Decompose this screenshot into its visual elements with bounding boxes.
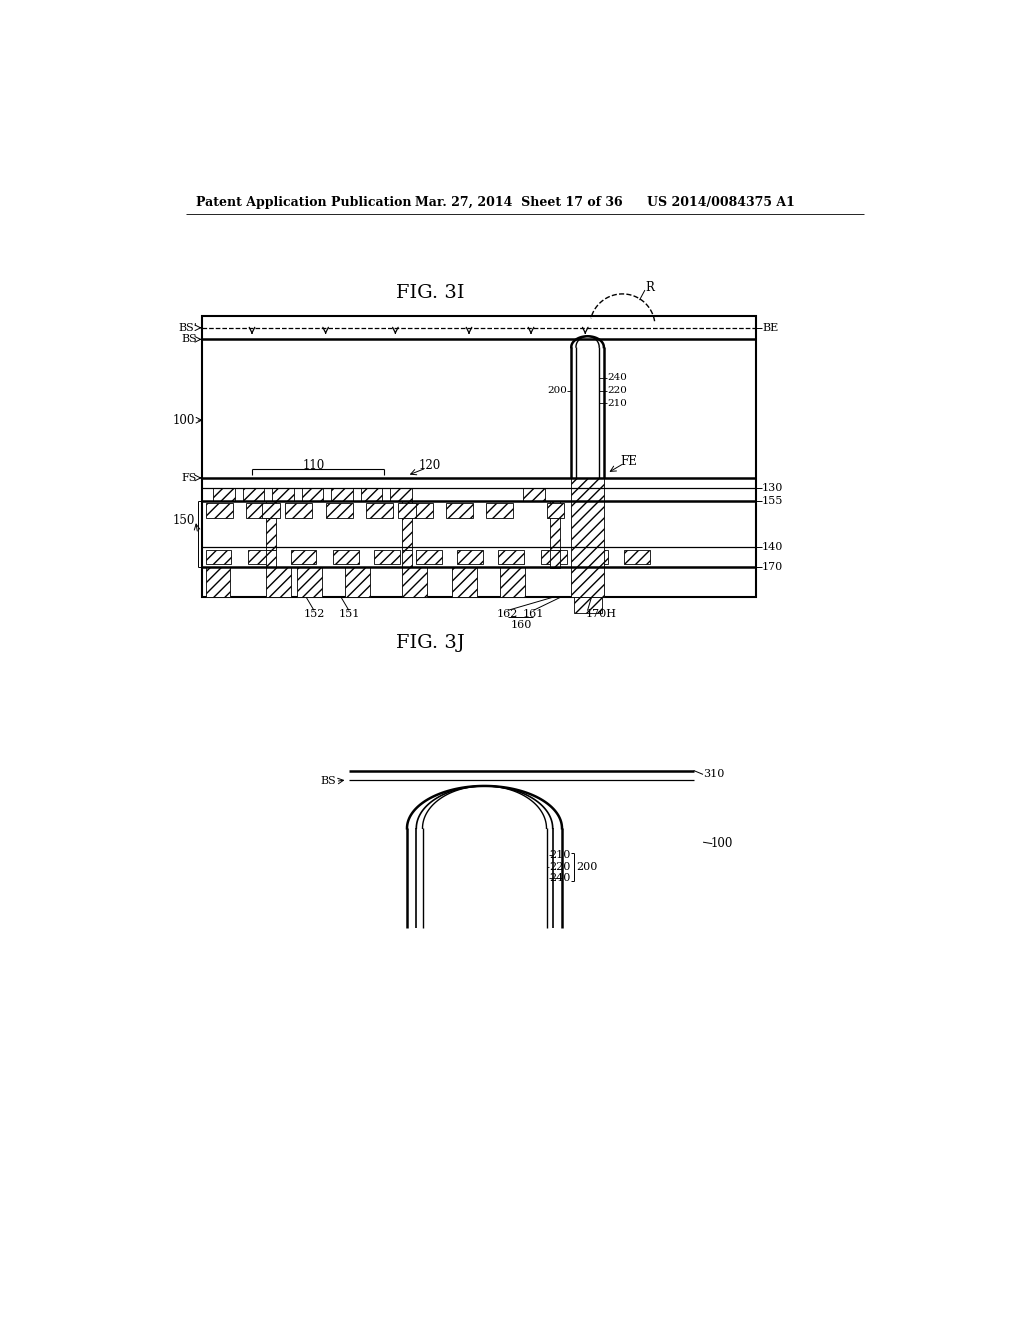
Bar <box>262 503 280 517</box>
Bar <box>206 503 232 517</box>
Bar <box>458 550 483 564</box>
Text: 240: 240 <box>550 874 571 883</box>
Bar <box>286 503 312 517</box>
Bar <box>297 566 322 598</box>
Bar <box>202 317 756 598</box>
Text: FS: FS <box>181 473 197 483</box>
Text: 120: 120 <box>419 459 441 473</box>
Bar <box>402 566 427 598</box>
Bar <box>291 550 316 564</box>
Bar <box>345 566 370 598</box>
Text: Mar. 27, 2014  Sheet 17 of 36: Mar. 27, 2014 Sheet 17 of 36 <box>415 195 623 209</box>
Bar <box>499 550 524 564</box>
Bar <box>375 550 400 564</box>
Text: BS: BS <box>181 334 197 345</box>
Bar <box>550 517 560 550</box>
Text: BS': BS' <box>178 323 197 333</box>
Bar <box>550 502 560 517</box>
Text: 240: 240 <box>607 374 628 383</box>
Bar <box>402 550 413 568</box>
Bar <box>523 488 545 502</box>
Text: US 2014/0084375 A1: US 2014/0084375 A1 <box>647 195 795 209</box>
Bar <box>266 566 291 598</box>
Bar <box>243 488 264 502</box>
Bar <box>402 517 413 550</box>
Bar <box>206 566 230 598</box>
Bar <box>246 503 273 517</box>
Bar <box>624 550 649 564</box>
Text: 160: 160 <box>510 620 531 630</box>
Text: FIG. 3I: FIG. 3I <box>396 284 465 302</box>
Bar <box>272 488 294 502</box>
Bar <box>326 503 352 517</box>
Text: 200: 200 <box>575 862 597 871</box>
Text: 210: 210 <box>607 399 628 408</box>
Text: 152: 152 <box>303 610 325 619</box>
Text: 200: 200 <box>548 387 567 396</box>
Text: 170: 170 <box>762 561 783 572</box>
Text: 220: 220 <box>550 862 571 871</box>
Bar <box>402 502 413 517</box>
Bar <box>302 488 324 502</box>
Bar <box>398 503 417 517</box>
Text: 310: 310 <box>703 770 724 779</box>
Bar <box>417 550 442 564</box>
Bar <box>452 566 477 598</box>
Bar <box>248 550 273 564</box>
Text: 140: 140 <box>762 543 783 552</box>
Text: 110: 110 <box>303 459 326 473</box>
Bar <box>406 503 432 517</box>
Text: BS: BS <box>319 776 336 787</box>
Bar <box>571 478 604 598</box>
Bar <box>266 517 276 550</box>
Bar <box>486 503 513 517</box>
Bar <box>213 488 234 502</box>
Bar <box>266 550 276 568</box>
Text: 100: 100 <box>711 837 733 850</box>
Text: 220: 220 <box>607 387 628 396</box>
Bar <box>206 550 231 564</box>
Bar <box>360 488 382 502</box>
Text: 150: 150 <box>173 513 196 527</box>
Text: FIG. 3J: FIG. 3J <box>396 635 465 652</box>
Text: 155: 155 <box>762 496 783 506</box>
Text: 100: 100 <box>173 413 196 426</box>
Text: BE: BE <box>762 323 778 333</box>
Text: FE: FE <box>621 454 637 467</box>
Text: 210: 210 <box>550 850 571 861</box>
Text: 162: 162 <box>497 610 518 619</box>
Bar <box>573 597 601 612</box>
Bar <box>547 503 564 517</box>
Bar <box>500 566 524 598</box>
Bar <box>266 502 276 517</box>
Text: 130: 130 <box>762 483 783 492</box>
Bar <box>331 488 352 502</box>
Bar <box>583 550 607 564</box>
Text: 151: 151 <box>338 610 359 619</box>
Text: 161: 161 <box>522 610 544 619</box>
Bar <box>550 550 560 568</box>
Bar <box>541 550 566 564</box>
Bar <box>334 550 359 564</box>
Bar <box>390 488 412 502</box>
Bar <box>445 503 473 517</box>
Text: Patent Application Publication: Patent Application Publication <box>197 195 412 209</box>
Text: R: R <box>646 281 654 294</box>
Bar <box>366 503 393 517</box>
Text: 170H: 170H <box>586 610 616 619</box>
